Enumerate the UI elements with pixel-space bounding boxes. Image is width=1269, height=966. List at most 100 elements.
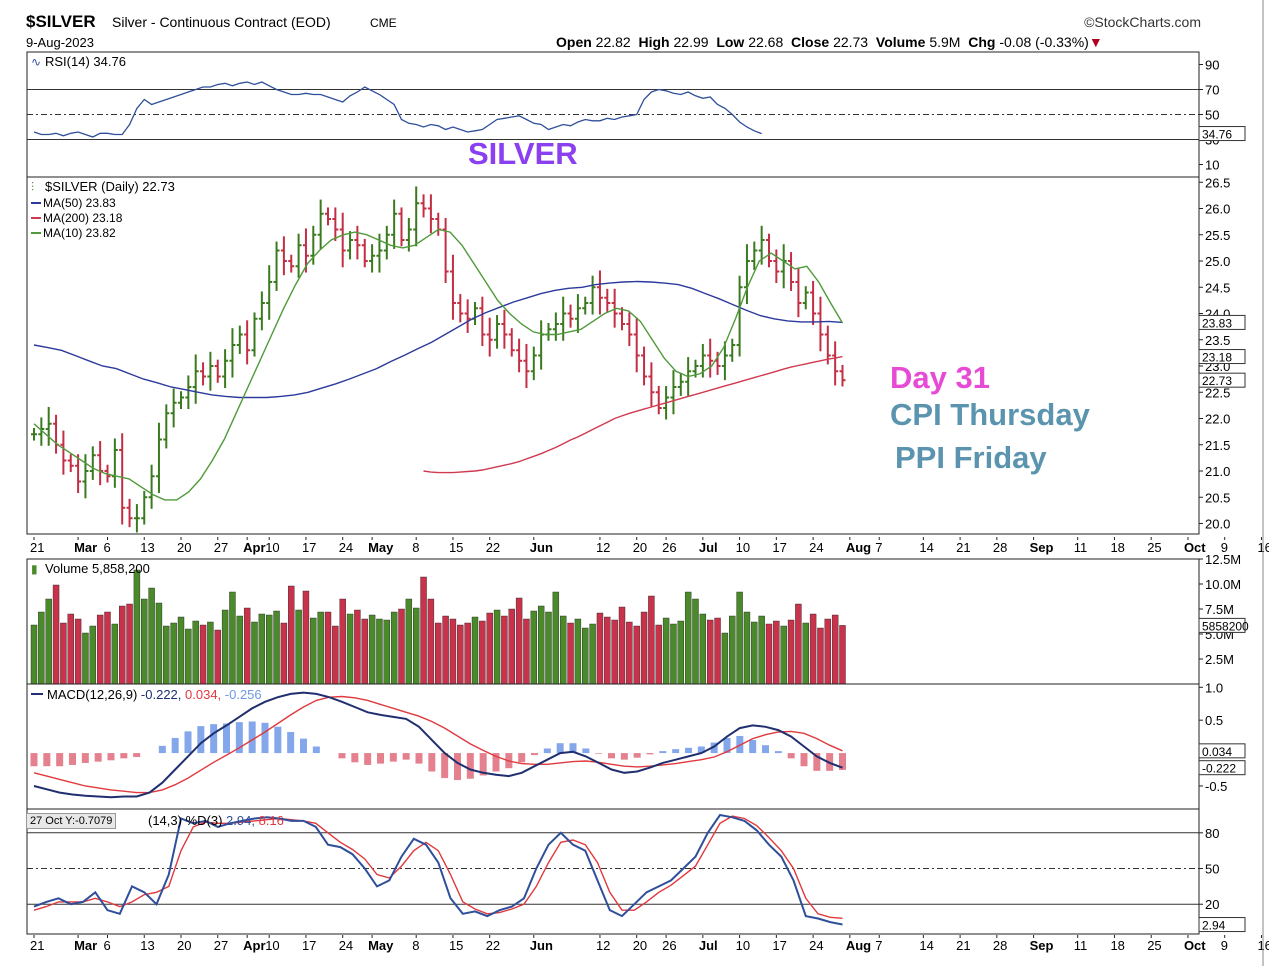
price-panel xyxy=(26,176,1200,535)
macd-histogram-bar xyxy=(184,731,192,754)
low-label: Low xyxy=(716,34,745,50)
volume-bar xyxy=(67,613,74,685)
x-axis-top-label: 8 xyxy=(412,540,419,555)
price-bar xyxy=(236,325,243,354)
volume-bar xyxy=(640,611,648,685)
price-bar xyxy=(214,359,221,383)
price-bar xyxy=(604,288,611,312)
volume-bar xyxy=(427,598,435,685)
volume-bar xyxy=(96,614,104,685)
exchange-label: CME xyxy=(370,16,397,30)
volume-bar xyxy=(773,620,780,685)
ohlc-readout: Open 22.82 High 22.99 Low 22.68 Close 22… xyxy=(556,34,1103,50)
high-value: 22.99 xyxy=(673,34,709,50)
volume-bar xyxy=(339,598,346,685)
x-axis-top-label: 13 xyxy=(140,540,154,555)
volume-bar xyxy=(714,617,721,685)
macd-histogram-bar xyxy=(389,753,397,762)
rsi-axis-tick-label: 90 xyxy=(1205,58,1219,73)
symbol-title: $SILVER xyxy=(26,12,96,31)
price-bar xyxy=(280,236,287,276)
price-bar xyxy=(655,385,662,415)
volume-bar xyxy=(684,591,692,685)
volume-bar xyxy=(493,609,501,685)
stoch-legend-k: 2.94, xyxy=(226,813,259,828)
price-bar xyxy=(155,422,162,494)
macd-histogram-bar xyxy=(274,726,282,754)
macd-histogram-bar xyxy=(659,751,667,754)
rsi-last-badge xyxy=(1198,126,1246,142)
volume-bar xyxy=(420,576,427,685)
volume-bar xyxy=(471,616,479,685)
macd-histogram-bar xyxy=(569,743,577,754)
x-axis-bottom-label: 21 xyxy=(30,938,44,953)
rsi-legend: RSI(14) 34.76 xyxy=(45,54,126,69)
macd-histogram-bar xyxy=(351,753,359,763)
volume-bar xyxy=(707,619,714,685)
annotation-silver: SILVER xyxy=(468,136,578,171)
x-axis-top-label: Jun xyxy=(530,540,553,555)
price-bar xyxy=(75,454,82,494)
x-axis-top-label: 10 xyxy=(736,540,750,555)
x-axis-top-label: Oct xyxy=(1184,540,1206,555)
price-bar xyxy=(420,194,427,218)
stoch-legend: (14,3) %D(3) 2.94, 8.16 xyxy=(148,813,284,828)
x-axis-top-label: 24 xyxy=(339,540,353,555)
price-bar xyxy=(449,254,456,320)
volume-bar xyxy=(802,622,809,685)
price-bar xyxy=(670,370,677,415)
volume-bar xyxy=(721,632,729,685)
macd-histogram-bar xyxy=(531,753,538,756)
volume-bar xyxy=(809,613,817,685)
annotation-ppi: PPI Friday xyxy=(895,440,1047,475)
macd-histogram-bar xyxy=(120,753,128,759)
price-axis-tick-label: 26.0 xyxy=(1205,202,1230,217)
volume-bar xyxy=(243,607,251,685)
chg-value: -0.08 (-0.33%) xyxy=(999,34,1089,50)
stoch-axis-tick-label: 80 xyxy=(1205,826,1219,841)
price-bar xyxy=(633,317,640,373)
x-axis-top-label: 17 xyxy=(772,540,786,555)
price-axis-tick-label: 24.5 xyxy=(1205,280,1230,295)
macd-histogram-bar xyxy=(133,753,141,758)
macd-histogram-bar xyxy=(697,746,705,754)
macd-histogram-bar xyxy=(800,753,808,767)
price-bar xyxy=(641,346,648,386)
volume-bar xyxy=(30,624,38,685)
price-bar xyxy=(721,341,728,381)
macd-histogram-bar xyxy=(56,753,64,767)
volume-bar xyxy=(376,618,383,685)
volume-bar xyxy=(751,621,758,685)
volume-bar xyxy=(118,605,126,685)
symbol-description: Silver - Continuous Contract (EOD) xyxy=(112,14,331,30)
volume-bar xyxy=(126,603,133,685)
macd-histogram-bar xyxy=(300,738,307,754)
x-axis-bottom-label: 27 xyxy=(214,938,228,953)
price-bar xyxy=(824,325,831,365)
rsi-line xyxy=(33,81,762,138)
x-axis-top-label: 26 xyxy=(662,540,676,555)
volume-last-badge xyxy=(1198,617,1246,633)
x-axis-bottom-label: 25 xyxy=(1147,938,1161,953)
x-axis-bottom-label: 11 xyxy=(1074,938,1088,953)
volume-bar xyxy=(280,622,288,685)
volume-bar xyxy=(567,622,574,685)
macd-histogram-bar xyxy=(43,753,51,767)
volume-bar xyxy=(332,625,339,685)
macd-histogram-bar xyxy=(685,747,692,754)
volume-bar xyxy=(295,609,302,685)
stoch-legend-title: (14,3) %D(3) xyxy=(148,813,226,828)
volume-bar xyxy=(317,611,324,685)
x-axis-bottom-label: Apr xyxy=(243,938,265,953)
macd-histogram-bar xyxy=(364,753,372,765)
macd-histogram-bar xyxy=(787,753,795,759)
price-bar xyxy=(192,354,199,404)
volume-bar xyxy=(831,614,839,685)
macd-histogram-bar xyxy=(633,753,641,758)
x-axis-top-label: 25 xyxy=(1147,540,1161,555)
macd-histogram-bar xyxy=(30,753,38,767)
macd-axis-tick-label: -0.5 xyxy=(1205,779,1227,794)
volume-bar xyxy=(302,590,310,685)
volume-bar xyxy=(251,621,258,685)
price-bar xyxy=(163,404,170,449)
